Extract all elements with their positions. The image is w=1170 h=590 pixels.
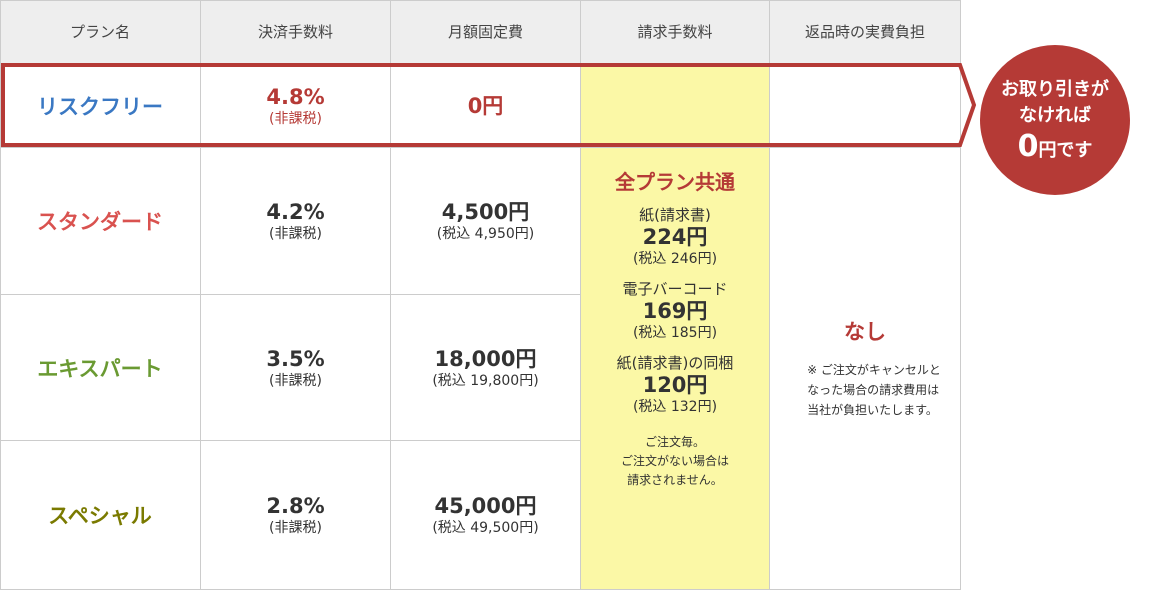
fee-value: 45,000円 [434,494,537,518]
return-note-line: ※ ご注文がキャンセルと [807,363,941,377]
header-billing-fee-label: 請求手数料 [637,23,713,41]
fee-special: 45,000円 (税込 49,500円) [391,441,580,589]
return-cost: なし ※ ご注文がキャンセルと なった場合の請求費用は 当社が負担いたします。 [771,148,959,588]
rate-note: (非課税) [269,372,322,389]
grid-line [0,0,1,590]
badge-line: お取り引きが [1001,78,1109,100]
billing-column-highlight [581,64,769,589]
grid-line [0,294,581,295]
billing-item-price: 120円 [642,373,708,397]
rate-expert: 3.5% (非課税) [201,295,390,440]
plan-name-label: スペシャル [48,504,152,528]
fee-expert: 18,000円 (税込 19,800円) [391,295,580,440]
rate-riskfree: 4.8% (非課税) [201,64,390,147]
grid-line [580,0,581,590]
grid-line [960,0,961,590]
grid-line [769,0,770,590]
header-return-cost-label: 返品時の実費負担 [804,23,925,41]
billing-item-price: 169円 [642,299,708,323]
rate-value: 2.8% [266,494,325,518]
rate-value: 3.5% [266,346,325,371]
billing-note: ご注文毎。 ご注文がない場合は 請求されません。 [621,433,729,490]
rate-value: 4.8% [266,84,325,109]
header-monthly-fee-label: 月額固定費 [447,23,523,41]
return-note-line: 当社が負担いたします。 [807,403,938,417]
fee-standard: 4,500円 (税込 4,950円) [391,148,580,294]
header-payment-fee-label: 決済手数料 [257,23,333,41]
header-return-cost: 返品時の実費負担 [770,0,960,63]
grid-line [0,440,581,441]
grid-line [390,0,391,590]
rate-note: (非課税) [269,226,322,242]
billing-item-label: 電子バーコード [622,280,728,298]
fee-value: 4,500円 [441,200,530,224]
header-payment-fee: 決済手数料 [201,0,390,63]
header-plan-name-label: プラン名 [69,23,130,41]
plan-name-label: リスクフリー [37,94,163,119]
badge-line: なければ [1019,104,1091,126]
return-note-line: なった場合の請求費用は [807,383,940,397]
fee-tax: (税込 4,950円) [436,226,535,242]
grid-line [0,147,961,148]
grid-line [200,0,201,590]
billing-title: 全プラン共通 [615,170,735,194]
zero-yen-badge: お取り引きが なければ 0円です [980,45,1130,195]
billing-item-tax: (税込 185円) [632,325,718,341]
billing-item-tax: (税込 132円) [632,399,718,415]
fee-value: 18,000円 [434,346,537,371]
header-billing-fee: 請求手数料 [581,0,769,63]
fee-value: 0円 [467,93,504,118]
riskfree-highlight-border [1,63,977,147]
plan-name-expert: エキスパート [0,295,200,440]
billing-note-line: ご注文毎。 [644,435,705,449]
header-plan-name: プラン名 [0,0,200,63]
badge-price: 0円です [1018,129,1093,164]
plan-name-label: エキスパート [37,356,163,381]
rate-standard: 4.2% (非課税) [201,148,390,294]
billing-item-tax: (税込 246円) [632,251,718,267]
billing-note-line: ご注文がない場合は [620,454,729,468]
plan-name-standard: スタンダード [0,148,200,294]
plan-name-label: スタンダード [37,210,163,234]
grid-line [0,0,961,1]
return-note: ※ ご注文がキャンセルと なった場合の請求費用は 当社が負担いたします。 [789,360,941,420]
rate-value: 4.2% [266,200,325,224]
badge-suffix: 円です [1038,139,1093,161]
billing-item-price: 224円 [642,225,708,249]
plan-name-riskfree: リスクフリー [0,64,200,147]
fee-riskfree: 0円 [391,64,580,147]
rate-note: (非課税) [269,520,322,536]
plan-name-special: スペシャル [0,441,200,589]
billing-note-line: 請求されません。 [627,473,723,487]
billing-item-label: 紙(請求書)の同梱 [616,354,734,372]
header-monthly-fee: 月額固定費 [391,0,580,63]
return-value: なし [844,320,886,344]
badge-zero: 0 [1017,128,1039,164]
rate-special: 2.8% (非課税) [201,441,390,589]
fee-tax: (税込 49,500円) [432,520,539,536]
billing-fees: 全プラン共通 紙(請求書) 224円 (税込 246円) 電子バーコード 169… [581,148,769,588]
rate-note: (非課税) [269,110,322,127]
billing-item-label: 紙(請求書) [639,206,711,224]
fee-tax: (税込 19,800円) [432,372,539,389]
